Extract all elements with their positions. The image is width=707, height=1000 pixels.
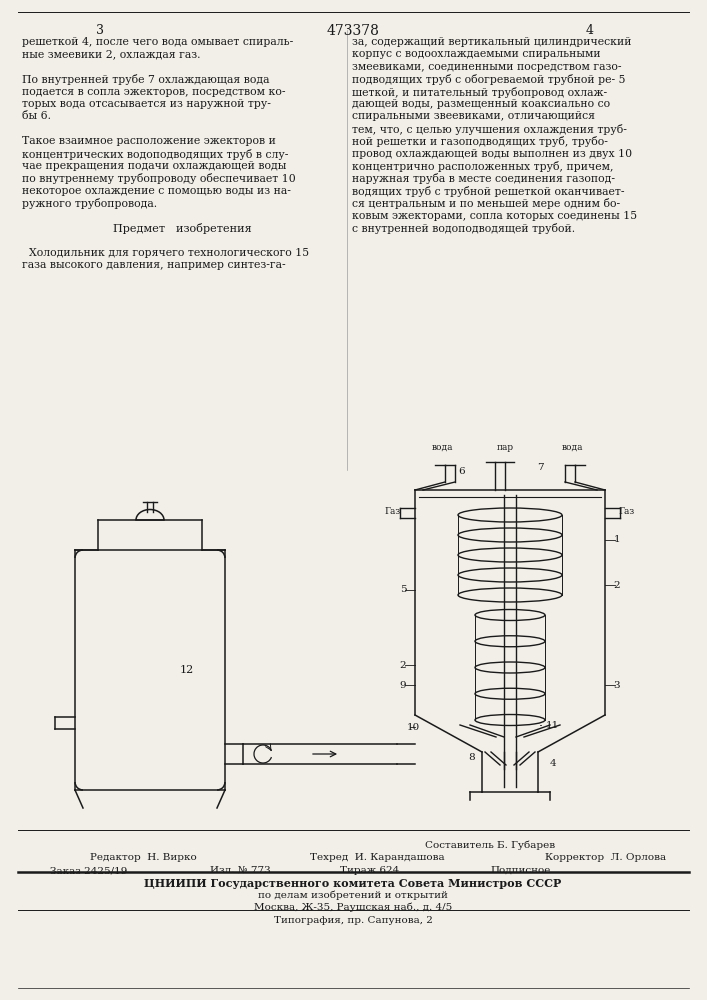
Text: Предмет   изобретения: Предмет изобретения	[112, 223, 252, 234]
Text: торых вода отсасывается из наружной тру-: торых вода отсасывается из наружной тру-	[22, 99, 271, 109]
Text: Газ: Газ	[385, 506, 401, 516]
Text: Редактор  Н. Вирко: Редактор Н. Вирко	[90, 853, 197, 862]
Text: Тираж 624: Тираж 624	[340, 866, 399, 875]
Text: концентрических водоподводящих труб в слу-: концентрических водоподводящих труб в сл…	[22, 149, 288, 160]
Text: ные змеевики 2, охлаждая газ.: ные змеевики 2, охлаждая газ.	[22, 49, 201, 59]
Text: наружная труба в месте соединения газопод-: наружная труба в месте соединения газопо…	[352, 173, 615, 184]
Text: подается в сопла эжекторов, посредством ко-: подается в сопла эжекторов, посредством …	[22, 87, 286, 97]
Text: 10: 10	[407, 722, 420, 732]
Text: змеевиками, соединенными посредством газо-: змеевиками, соединенными посредством газ…	[352, 62, 621, 72]
Text: газа высокого давления, например синтез-га-: газа высокого давления, например синтез-…	[22, 260, 286, 270]
Text: провод охлаждающей воды выполнен из двух 10: провод охлаждающей воды выполнен из двух…	[352, 149, 632, 159]
Text: 7: 7	[537, 464, 543, 473]
Text: тем, что, с целью улучшения охлаждения труб-: тем, что, с целью улучшения охлаждения т…	[352, 124, 627, 135]
Text: некоторое охлаждение с помощью воды из на-: некоторое охлаждение с помощью воды из н…	[22, 186, 291, 196]
Text: Типография, пр. Сапунова, 2: Типография, пр. Сапунова, 2	[274, 916, 433, 925]
Text: по внутреннему трубопроводу обеспечивает 10: по внутреннему трубопроводу обеспечивает…	[22, 173, 296, 184]
Text: ружного трубопровода.: ружного трубопровода.	[22, 198, 157, 209]
Text: Корректор  Л. Орлова: Корректор Л. Орлова	[545, 853, 666, 862]
Text: пар: пар	[496, 443, 513, 452]
Text: чае прекращения подачи охлаждающей воды: чае прекращения подачи охлаждающей воды	[22, 161, 286, 171]
Text: шеткой, и питательный трубопровод охлаж-: шеткой, и питательный трубопровод охлаж-	[352, 87, 607, 98]
Text: Такое взаимное расположение эжекторов и: Такое взаимное расположение эжекторов и	[22, 136, 276, 146]
Text: 9: 9	[399, 680, 407, 690]
Text: Москва, Ж-35, Раушская наб., д. 4/5: Москва, Ж-35, Раушская наб., д. 4/5	[254, 902, 452, 912]
Text: 4: 4	[586, 24, 594, 37]
Text: ЦНИИПИ Государственного комитета Совета Министров СССР: ЦНИИПИ Государственного комитета Совета …	[144, 878, 561, 889]
Text: спиральными звеевиками, отличающийся: спиральными звеевиками, отличающийся	[352, 111, 595, 121]
Text: 11: 11	[545, 720, 559, 730]
Text: с внутренней водоподводящей трубой.: с внутренней водоподводящей трубой.	[352, 223, 575, 234]
Text: 5: 5	[399, 585, 407, 594]
Text: Подписное: Подписное	[490, 866, 550, 875]
Text: 3: 3	[614, 680, 620, 690]
Text: дающей воды, размещенный коаксиально со: дающей воды, размещенный коаксиально со	[352, 99, 610, 109]
Text: водящих труб с трубной решеткой оканчивает-: водящих труб с трубной решеткой оканчива…	[352, 186, 624, 197]
Text: 2: 2	[399, 660, 407, 670]
Text: ковым эжекторами, сопла которых соединены 15: ковым эжекторами, сопла которых соединен…	[352, 211, 637, 221]
Text: Заказ 2425/19: Заказ 2425/19	[50, 866, 127, 875]
Text: Техред  И. Карандашова: Техред И. Карандашова	[310, 853, 445, 862]
Text: вода: вода	[561, 443, 583, 452]
Text: Составитель Б. Губарев: Составитель Б. Губарев	[425, 840, 555, 850]
Text: 8: 8	[469, 752, 475, 762]
Text: бы 6.: бы 6.	[22, 111, 51, 121]
Text: решеткой 4, после чего вода омывает спираль-: решеткой 4, после чего вода омывает спир…	[22, 37, 293, 47]
Text: вода: вода	[431, 443, 452, 452]
Text: 3: 3	[96, 24, 104, 37]
Text: ной решетки и газоподводящих труб, трубо-: ной решетки и газоподводящих труб, трубо…	[352, 136, 608, 147]
Text: по делам изобретений и открытий: по делам изобретений и открытий	[258, 890, 448, 900]
Text: Изл. № 773: Изл. № 773	[210, 866, 271, 875]
Text: 473378: 473378	[327, 24, 380, 38]
Text: Холодильник для горячего технологического 15: Холодильник для горячего технологическог…	[22, 248, 309, 258]
Text: концентрично расположенных труб, причем,: концентрично расположенных труб, причем,	[352, 161, 614, 172]
Text: корпус с водоохлаждаемыми спиральными: корпус с водоохлаждаемыми спиральными	[352, 49, 601, 59]
Text: подводящих труб с обогреваемой трубной ре- 5: подводящих труб с обогреваемой трубной р…	[352, 74, 626, 85]
Text: 12: 12	[180, 665, 194, 675]
Text: 1: 1	[614, 536, 620, 544]
Text: Газ: Газ	[619, 506, 635, 516]
Text: ся центральным и по меньшей мере одним бо-: ся центральным и по меньшей мере одним б…	[352, 198, 620, 209]
Text: 4: 4	[549, 760, 556, 768]
Text: за, содержащий вертикальный цилиндрический: за, содержащий вертикальный цилиндрическ…	[352, 37, 631, 47]
Text: 2: 2	[614, 580, 620, 589]
Text: 6: 6	[459, 468, 465, 477]
Text: По внутренней трубе 7 охлаждающая вода: По внутренней трубе 7 охлаждающая вода	[22, 74, 269, 85]
